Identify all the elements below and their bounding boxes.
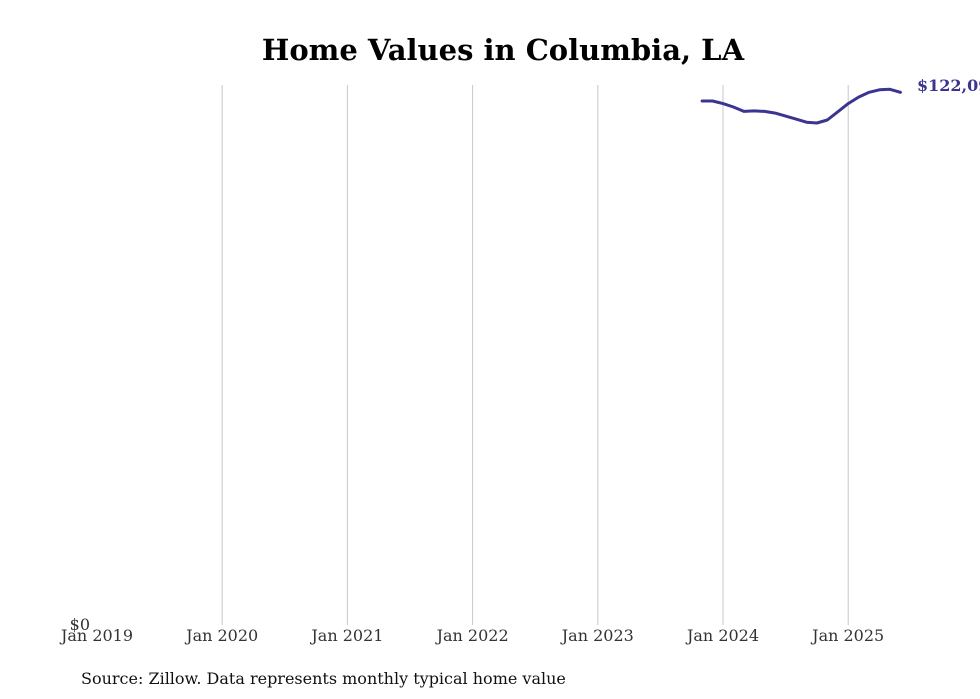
series-line (700, 87, 902, 125)
x-tick-label: Jan 2019 (59, 626, 133, 645)
end-value-label: $122,09 (917, 76, 980, 95)
y-axis-ticks: $0 (70, 615, 90, 634)
source-note: Source: Zillow. Data represents monthly … (81, 669, 566, 688)
gridlines (221, 85, 849, 625)
x-tick-label: Jan 2024 (685, 626, 759, 645)
y-tick-label: $0 (70, 615, 90, 634)
x-tick-label: Jan 2022 (435, 626, 509, 645)
x-tick-label: Jan 2025 (810, 626, 884, 645)
x-tick-label: Jan 2020 (184, 626, 258, 645)
x-tick-label: Jan 2023 (560, 626, 634, 645)
x-axis-ticks: Jan 2019 Jan 2020 Jan 2021 Jan 2022 Jan 2023… (59, 626, 884, 645)
series-layer: $122,09 (700, 76, 980, 125)
x-tick-label: Jan 2021 (309, 626, 383, 645)
chart-title: Home Values in Columbia, LA (262, 33, 745, 67)
